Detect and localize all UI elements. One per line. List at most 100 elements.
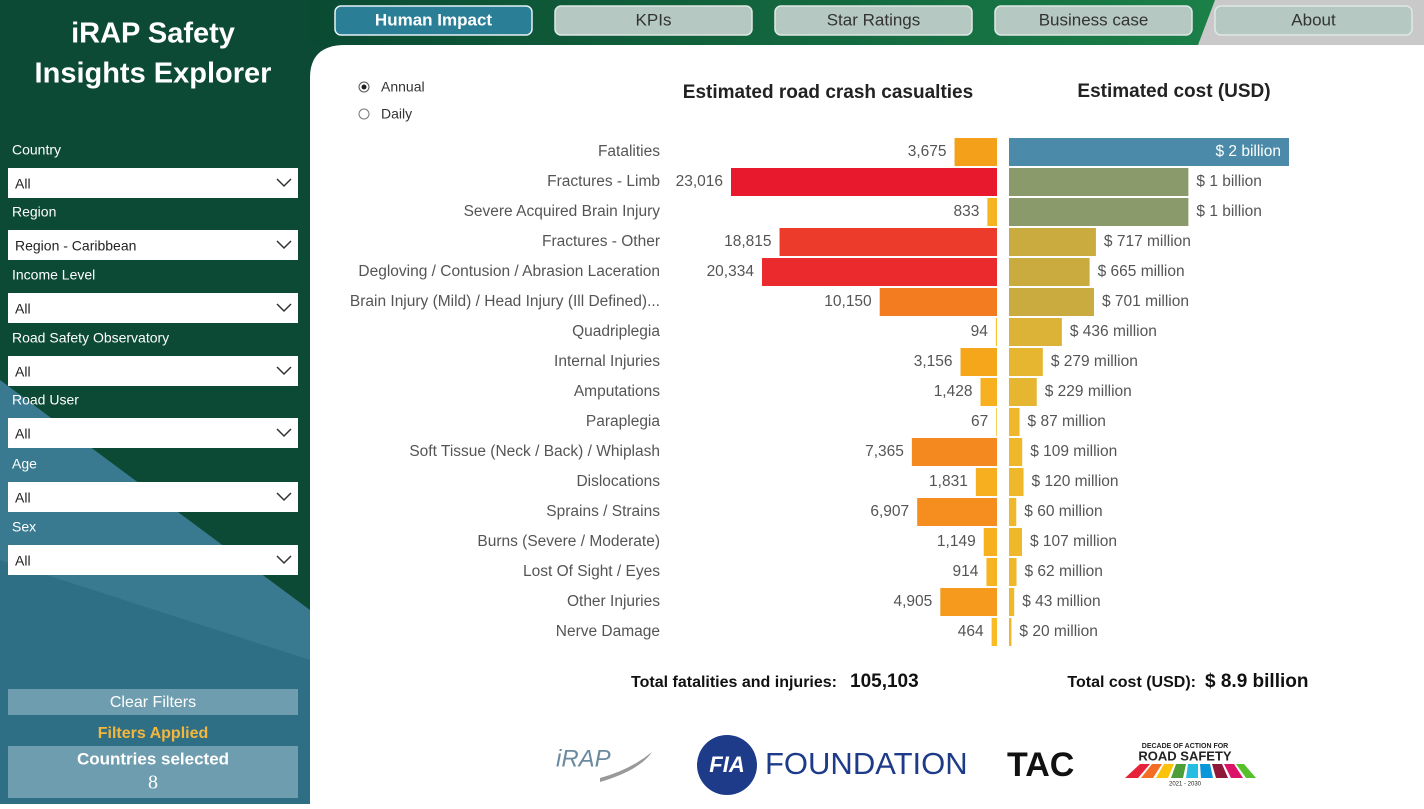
- filter-dropdown[interactable]: [8, 230, 298, 260]
- casualty-bar: [995, 318, 997, 346]
- cost-bar: [1009, 228, 1096, 256]
- casualty-bar: [986, 558, 997, 586]
- value-label: $ 60 million: [1024, 503, 1102, 520]
- cost-bar: [1009, 378, 1037, 406]
- filter-dropdown[interactable]: [8, 545, 298, 575]
- value-label: 7,365: [865, 443, 904, 460]
- value-label: $ 107 million: [1030, 533, 1117, 550]
- cost-bar: [1009, 468, 1024, 496]
- tab[interactable]: [994, 5, 1193, 36]
- app-title: Insights Explorer: [35, 58, 272, 90]
- filter-label: Income Level: [12, 267, 95, 283]
- category-label: Dislocations: [576, 473, 660, 490]
- chart-title: Estimated road crash casualties: [683, 82, 973, 103]
- tab[interactable]: [774, 5, 973, 36]
- value-label: $ 717 million: [1104, 233, 1191, 250]
- category-label: Severe Acquired Brain Injury: [464, 203, 661, 220]
- value-label: 464: [958, 623, 984, 640]
- casualty-bar: [987, 198, 997, 226]
- category-label: Soft Tissue (Neck / Back) / Whiplash: [409, 443, 660, 460]
- value-label: 3,675: [908, 143, 947, 160]
- casualty-bar: [940, 588, 997, 616]
- total-value: $ 8.9 billion: [1205, 671, 1308, 692]
- casualty-bar: [879, 288, 997, 316]
- tab[interactable]: [554, 5, 753, 36]
- filter-label: Road User: [12, 392, 79, 408]
- value-label: 94: [971, 323, 989, 340]
- filters-status: Filters Applied: [98, 725, 209, 742]
- cost-bar: [1009, 258, 1090, 286]
- cost-bar: [1009, 498, 1017, 526]
- filter-dropdown[interactable]: [8, 482, 298, 512]
- cost-bar: [1009, 438, 1023, 466]
- tab-label: KPIs: [636, 10, 672, 29]
- dropdown-chevron: [276, 303, 292, 313]
- category-label: Fatalities: [598, 143, 660, 160]
- category-label: Paraplegia: [586, 413, 660, 430]
- filter-value: All: [15, 553, 31, 569]
- value-label: $ 43 million: [1022, 593, 1100, 610]
- logo-irap: iRAP: [556, 745, 611, 772]
- filter-dropdown[interactable]: [8, 418, 298, 448]
- filter-dropdown[interactable]: [8, 293, 298, 323]
- logo-globe: [697, 735, 757, 795]
- category-label: Sprains / Strains: [546, 503, 660, 520]
- value-label: $ 279 million: [1051, 353, 1138, 370]
- casualty-bar: [983, 528, 997, 556]
- total-value: 105,103: [850, 671, 919, 692]
- casualty-bar: [917, 498, 997, 526]
- sidebar: iRAP Safety Insights Explorer Clear Filt…: [8, 18, 298, 798]
- total-title: Total fatalities and injuries:: [631, 674, 837, 691]
- value-label: 914: [953, 563, 979, 580]
- radio-group: Annual Daily: [358, 79, 425, 122]
- filter-value: All: [15, 490, 31, 506]
- dropdown-chevron: [276, 366, 292, 376]
- filter-value: Region - Caribbean: [15, 238, 136, 254]
- value-label: 1,831: [929, 473, 968, 490]
- casualty-bar: [996, 408, 997, 436]
- casualty-bar: [991, 618, 997, 646]
- value-label: 20,334: [707, 263, 755, 280]
- filter-label: Country: [12, 142, 61, 158]
- chart-title: Estimated cost (USD): [1077, 81, 1270, 102]
- tab[interactable]: [334, 5, 533, 36]
- value-label: $ 436 million: [1070, 323, 1157, 340]
- value-label: 1,428: [934, 383, 973, 400]
- value-label: 10,150: [824, 293, 872, 310]
- clear-filters-button[interactable]: [8, 689, 298, 715]
- category-label: Degloving / Contusion / Abrasion Lacerat…: [358, 263, 660, 280]
- value-label: $ 665 million: [1098, 263, 1185, 280]
- value-label: $ 120 million: [1032, 473, 1119, 490]
- logo-swoosh: [600, 752, 652, 782]
- dropdown-chevron: [276, 428, 292, 438]
- casualty-bar: [779, 228, 997, 256]
- category-label: Nerve Damage: [556, 623, 660, 640]
- filter-dropdown[interactable]: [8, 356, 298, 386]
- cost-bar: [1009, 198, 1189, 226]
- casualty-bar: [761, 258, 997, 286]
- cost-bar: [1009, 528, 1022, 556]
- logo-fia: FIA: [709, 752, 744, 777]
- cost-bar: [1009, 318, 1062, 346]
- value-label: $ 701 million: [1102, 293, 1189, 310]
- logo-foundation: FOUNDATION: [765, 746, 968, 781]
- dropdown-chevron: [276, 555, 292, 565]
- radio-label: Annual: [381, 79, 425, 95]
- category-label: Fractures - Other: [542, 233, 660, 250]
- radio[interactable]: [358, 108, 370, 120]
- cost-bar: [1009, 138, 1289, 166]
- cost-bar: [1009, 288, 1094, 316]
- casualty-bar: [731, 168, 997, 196]
- main-panel: [310, 45, 1424, 804]
- filter-dropdown[interactable]: [8, 168, 298, 198]
- category-label: Other Injuries: [567, 593, 660, 610]
- clear-filters-label: Clear Filters: [110, 694, 196, 711]
- tab-label: Business case: [1039, 10, 1149, 29]
- value-label: 18,815: [724, 233, 771, 250]
- tab[interactable]: [1214, 5, 1413, 36]
- cost-bar: [1009, 408, 1020, 436]
- filter-value: All: [15, 301, 31, 317]
- countries-count: 8: [148, 772, 158, 794]
- filter-value: All: [15, 176, 31, 192]
